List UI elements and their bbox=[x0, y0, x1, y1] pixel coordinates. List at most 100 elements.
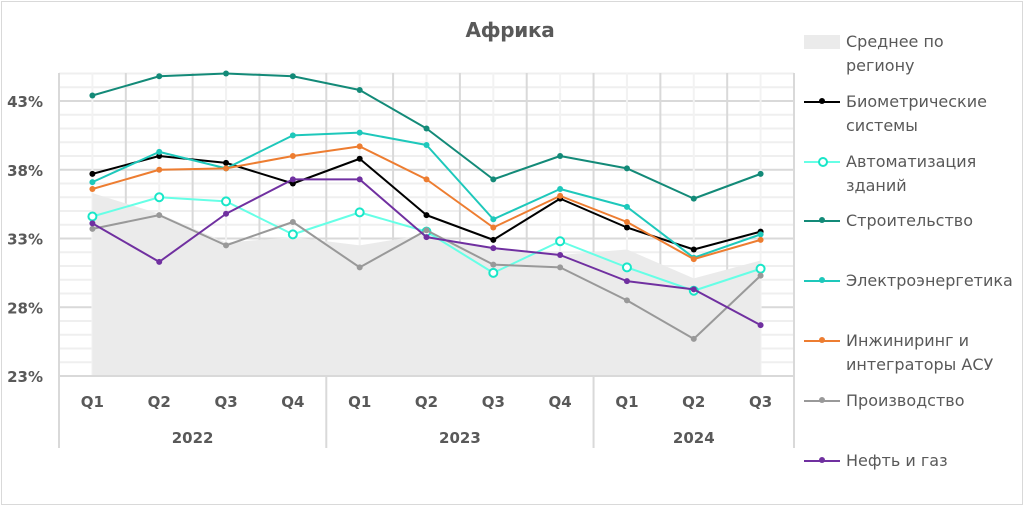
x-tick-label: Q2 bbox=[148, 393, 171, 411]
legend-item-oil-gas[interactable]: Нефть и газ bbox=[800, 449, 1021, 473]
x-group-label: 2023 bbox=[439, 429, 481, 447]
legend-swatch-line bbox=[800, 209, 842, 233]
x-group-label: 2022 bbox=[172, 429, 214, 447]
data-point bbox=[423, 176, 430, 183]
data-point bbox=[223, 70, 230, 77]
data-point bbox=[156, 73, 163, 80]
data-point bbox=[623, 165, 630, 172]
legend-label: Среднее по bbox=[846, 32, 944, 51]
data-point bbox=[557, 186, 564, 192]
legend-item-average[interactable]: Среднее по региону bbox=[800, 30, 1021, 78]
legend-label: Строительство bbox=[846, 211, 973, 230]
legend-label-line2: системы bbox=[846, 116, 918, 135]
data-point bbox=[757, 322, 764, 329]
x-tick-label: Q4 bbox=[549, 393, 572, 411]
data-point bbox=[289, 73, 296, 80]
data-point bbox=[623, 219, 630, 225]
chart-title-text: Африка bbox=[465, 18, 555, 42]
data-point bbox=[490, 224, 497, 231]
series-4 bbox=[89, 143, 764, 263]
data-point bbox=[555, 236, 566, 247]
data-point bbox=[557, 192, 564, 199]
legend-item-engineering[interactable]: Инжиниринг и интеграторы АСУ bbox=[800, 329, 1021, 377]
legend-label: Инжиниринг и bbox=[846, 331, 970, 350]
data-point bbox=[623, 297, 630, 304]
data-point bbox=[289, 132, 296, 139]
legend-label: Электроэнергетика bbox=[846, 271, 1013, 290]
legend-item-power[interactable]: Электроэнергетика bbox=[800, 269, 1021, 293]
x-tick-label: Q3 bbox=[749, 393, 772, 411]
x-tick-label: Q4 bbox=[281, 393, 304, 411]
data-point bbox=[690, 195, 697, 202]
data-point bbox=[557, 153, 564, 159]
legend-swatch-area bbox=[800, 30, 842, 54]
legend-swatch-line bbox=[800, 449, 842, 473]
legend-swatch-line bbox=[800, 90, 842, 114]
legend-item-biometric[interactable]: Биометрические системы bbox=[800, 90, 1021, 138]
data-point bbox=[755, 263, 766, 274]
data-point bbox=[490, 176, 497, 183]
y-tick-label: 23% bbox=[7, 368, 43, 386]
y-tick-label: 38% bbox=[7, 162, 43, 180]
data-point bbox=[87, 211, 98, 222]
data-point bbox=[89, 179, 96, 186]
legend-label: Биометрические bbox=[846, 92, 987, 111]
y-tick-label: 28% bbox=[7, 299, 43, 317]
data-point bbox=[757, 231, 764, 238]
legend-item-manufacturing[interactable]: Производство bbox=[800, 389, 1021, 413]
data-point bbox=[289, 180, 296, 187]
data-point bbox=[490, 216, 497, 223]
legend-item-building-automation[interactable]: Автоматизация зданий bbox=[800, 150, 1021, 198]
data-point bbox=[223, 159, 230, 166]
data-point bbox=[156, 166, 163, 173]
legend-label-line2: интеграторы АСУ bbox=[846, 355, 994, 374]
average-area bbox=[92, 193, 761, 376]
series-2 bbox=[89, 70, 764, 202]
area-average bbox=[92, 193, 761, 376]
data-point bbox=[557, 264, 564, 271]
data-point bbox=[623, 224, 630, 231]
y-tick-label: 43% bbox=[7, 93, 43, 111]
data-point bbox=[488, 267, 499, 278]
data-point bbox=[690, 286, 697, 293]
data-point bbox=[223, 210, 230, 217]
data-point bbox=[690, 335, 697, 342]
data-point bbox=[289, 176, 296, 183]
x-group-label: 2024 bbox=[673, 429, 715, 447]
data-point bbox=[623, 203, 630, 210]
legend-swatch-line bbox=[800, 329, 842, 353]
data-point bbox=[623, 278, 630, 285]
data-point bbox=[287, 229, 298, 240]
data-point bbox=[356, 155, 363, 162]
data-point bbox=[289, 219, 296, 225]
legend-item-construction[interactable]: Строительство bbox=[800, 209, 1021, 233]
x-tick-label: Q2 bbox=[415, 393, 438, 411]
data-point bbox=[356, 264, 363, 271]
data-point bbox=[156, 148, 163, 155]
x-tick-label: Q1 bbox=[81, 393, 104, 411]
x-tick-label: Q2 bbox=[682, 393, 705, 411]
y-axis: 23% 28% 33% 38% 43% bbox=[7, 93, 43, 386]
data-point bbox=[423, 234, 430, 241]
data-point bbox=[490, 261, 497, 268]
x-tick-label: Q3 bbox=[482, 393, 505, 411]
chart-title: Африка bbox=[0, 18, 1024, 42]
data-point bbox=[557, 252, 564, 258]
data-point bbox=[223, 165, 230, 172]
data-point bbox=[221, 196, 232, 207]
data-point bbox=[423, 212, 430, 219]
legend-swatch-line bbox=[800, 389, 842, 413]
data-point bbox=[156, 212, 163, 219]
data-point bbox=[757, 236, 764, 243]
x-tick-label: Q1 bbox=[615, 393, 638, 411]
series-6 bbox=[89, 176, 764, 329]
data-point bbox=[490, 236, 497, 243]
legend-label: Автоматизация bbox=[846, 152, 977, 171]
data-point bbox=[89, 225, 96, 232]
data-point bbox=[89, 92, 96, 99]
data-point bbox=[423, 142, 430, 148]
data-point bbox=[223, 242, 230, 249]
data-point bbox=[154, 192, 165, 203]
data-point bbox=[89, 186, 96, 192]
